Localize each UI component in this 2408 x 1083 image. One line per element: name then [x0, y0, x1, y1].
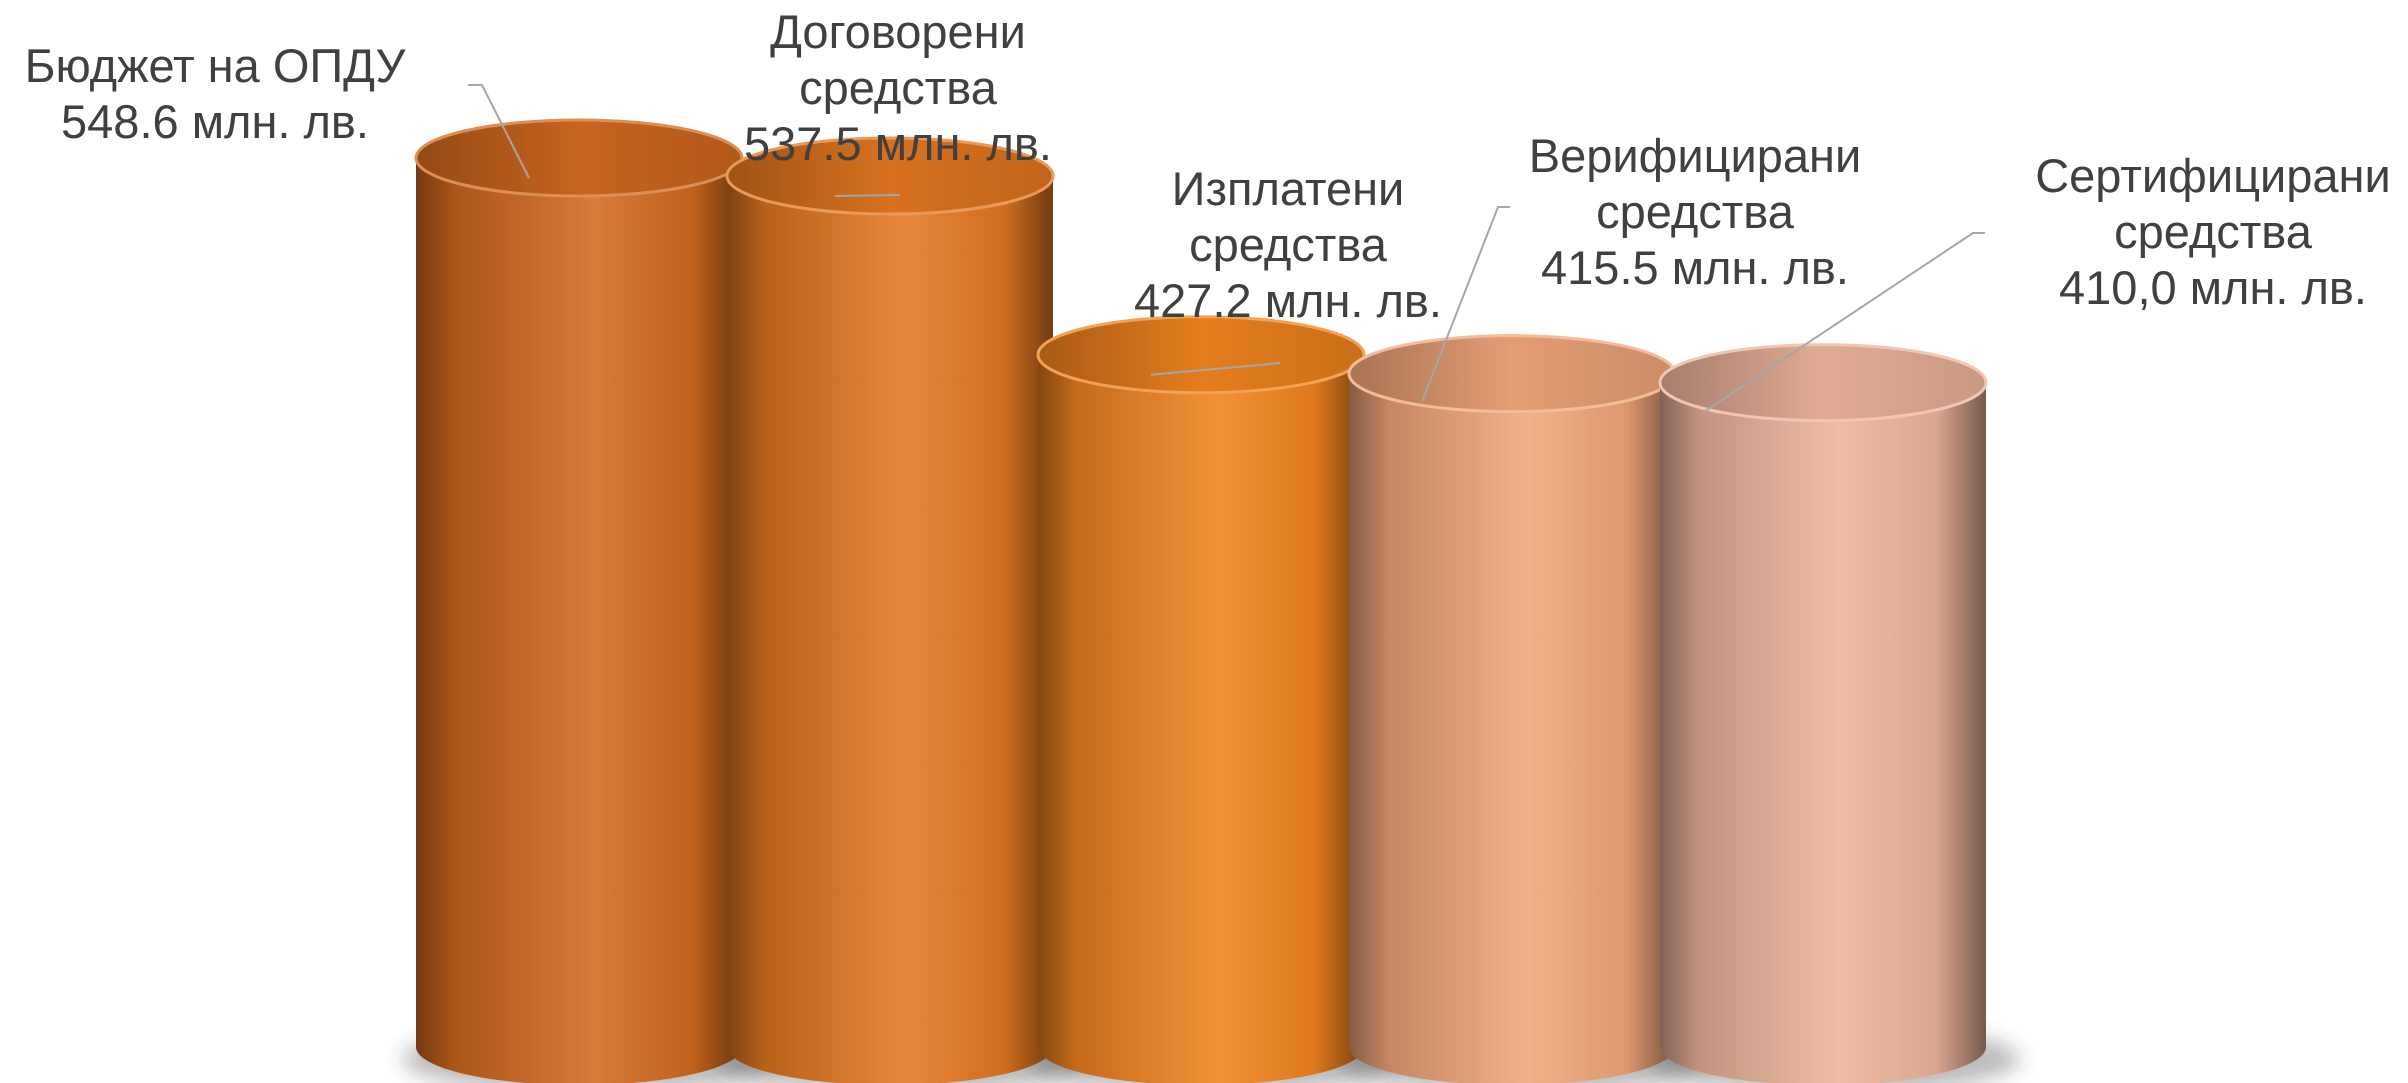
bar-4-body	[1349, 373, 1675, 1083]
bar-3-body	[1038, 354, 1364, 1083]
data-label-line: 415.5 млн. лв.	[1541, 241, 1849, 294]
leader-line-4	[1421, 206, 1510, 403]
leader-line-1	[468, 84, 530, 179]
data-label-line: 427.2 млн. лв.	[1134, 274, 1442, 327]
data-label-line: 410,0 млн. лв.	[2059, 261, 2367, 314]
bars-layer	[414, 118, 1988, 1083]
bar-1-body	[416, 158, 742, 1083]
data-label-line: Договорени	[770, 5, 1026, 58]
data-label-line: средства	[799, 61, 998, 114]
data-label-line: средства	[1189, 218, 1388, 271]
data-label-line: Бюджет на ОПДУ	[25, 39, 407, 92]
data-label-line: 537.5 млн. лв.	[744, 117, 1052, 170]
data-label-5: Сертифицирани средства 410,0 млн. лв.	[2035, 149, 2391, 314]
data-label-4: Верифицирани средства 415.5 млн. лв.	[1529, 129, 1861, 294]
data-label-line: средства	[1596, 185, 1795, 238]
bar-1-top	[414, 118, 744, 198]
bar-5-top	[1658, 343, 1988, 423]
data-label-line: 548.6 млн. лв.	[61, 95, 369, 148]
data-label-1: Бюджет на ОПДУ 548.6 млн. лв.	[25, 39, 407, 148]
data-label-line: Верифицирани	[1529, 129, 1861, 182]
data-label-2: Договорени средства 537.5 млн. лв.	[744, 5, 1052, 170]
bar-5-body	[1660, 382, 1986, 1083]
data-label-line: средства	[2114, 205, 2313, 258]
bar-4-top	[1347, 334, 1677, 414]
bar-2-body	[727, 175, 1053, 1083]
leader-line-3	[1150, 362, 1281, 376]
bar-2-top	[725, 136, 1055, 216]
leader-line-2	[834, 194, 901, 197]
data-labels-layer: Бюджет на ОПДУ 548.6 млн. лв.Договорени ср…	[25, 5, 2391, 327]
leader-line-5	[1702, 232, 1985, 414]
data-label-line: Сертифицирани	[2035, 149, 2391, 202]
bar-3-top	[1036, 315, 1366, 395]
leader-lines-layer	[468, 84, 1985, 414]
data-label-3: Изплатени средства 427.2 млн. лв.	[1134, 162, 1442, 327]
data-label-line: Изплатени	[1172, 162, 1405, 215]
